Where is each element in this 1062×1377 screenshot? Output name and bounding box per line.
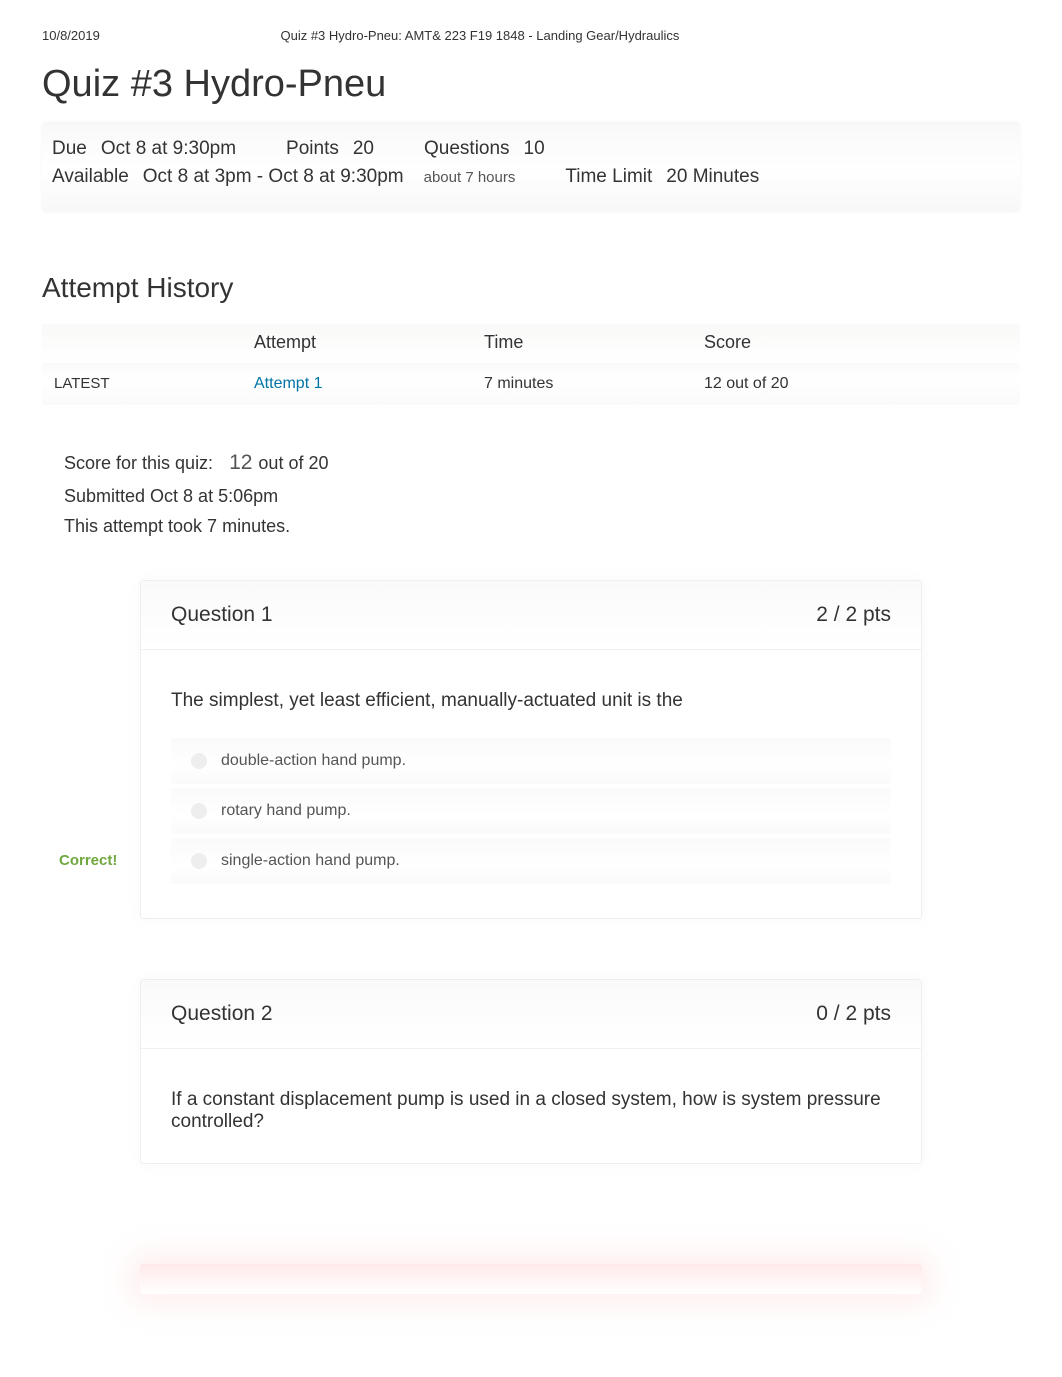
attempt-time: 7 minutes bbox=[484, 375, 704, 393]
submitted-line: Submitted Oct 8 at 5:06pm bbox=[64, 481, 998, 512]
question-card: Question 1 2 / 2 pts The simplest, yet l… bbox=[140, 580, 922, 919]
correct-badge: Correct! bbox=[59, 852, 117, 869]
question-prompt: If a constant displacement pump is used … bbox=[171, 1089, 891, 1133]
document-title: Quiz #3 Hydro-Pneu: AMT& 223 F19 1848 - … bbox=[20, 28, 940, 43]
meta-timelimit: Time Limit 20 Minutes bbox=[565, 166, 759, 188]
meta-questions: Questions 10 bbox=[424, 138, 545, 160]
quiz-meta-panel: Due Oct 8 at 9:30pm Points 20 Questions … bbox=[42, 122, 1020, 212]
question-title: Question 1 bbox=[171, 603, 273, 627]
blurred-preview-area bbox=[140, 1264, 922, 1294]
meta-questions-value: 10 bbox=[524, 138, 545, 160]
page-header: 10/8/2019 Quiz #3 Hydro-Pneu: AMT& 223 F… bbox=[0, 0, 1062, 51]
attempt-history-title: Attempt History bbox=[0, 212, 1062, 324]
answer-text: single-action hand pump. bbox=[221, 852, 400, 870]
duration-line: This attempt took 7 minutes. bbox=[64, 511, 998, 542]
attempt-link[interactable]: Attempt 1 bbox=[254, 375, 322, 392]
meta-timelimit-value: 20 Minutes bbox=[666, 166, 759, 188]
score-label: Score for this quiz: bbox=[64, 448, 213, 479]
meta-points: Points 20 bbox=[286, 138, 374, 160]
answer-option: double-action hand pump. bbox=[171, 738, 891, 784]
question-points: 0 / 2 pts bbox=[816, 1002, 891, 1026]
meta-available-label: Available bbox=[52, 166, 129, 188]
meta-available-note: about 7 hours bbox=[424, 169, 516, 186]
col-time: Time bbox=[484, 332, 704, 353]
score-suffix: out of 20 bbox=[258, 448, 328, 479]
meta-due: Due Oct 8 at 9:30pm bbox=[52, 138, 236, 160]
question-points: 2 / 2 pts bbox=[816, 603, 891, 627]
answer-option: Correct! single-action hand pump. bbox=[171, 838, 891, 884]
summary-block: Score for this quiz: 12 out of 20 Submit… bbox=[0, 405, 1062, 562]
col-attempt: Attempt bbox=[254, 332, 484, 353]
answer-option: rotary hand pump. bbox=[171, 788, 891, 834]
meta-points-value: 20 bbox=[353, 138, 374, 160]
attempt-score: 12 out of 20 bbox=[704, 375, 1008, 393]
meta-available: Available Oct 8 at 3pm - Oct 8 at 9:30pm bbox=[52, 166, 404, 188]
quiz-title: Quiz #3 Hydro-Pneu bbox=[0, 51, 1062, 122]
answer-text: rotary hand pump. bbox=[221, 802, 351, 820]
meta-available-value: Oct 8 at 3pm - Oct 8 at 9:30pm bbox=[143, 166, 404, 188]
answer-text: double-action hand pump. bbox=[221, 752, 406, 770]
radio-icon bbox=[191, 753, 207, 769]
score-value: 12 bbox=[229, 445, 252, 481]
meta-points-label: Points bbox=[286, 138, 339, 160]
table-header-row: Attempt Time Score bbox=[42, 324, 1020, 361]
question-prompt: The simplest, yet least efficient, manua… bbox=[171, 690, 891, 712]
attempt-history-table: Attempt Time Score LATEST Attempt 1 7 mi… bbox=[42, 324, 1020, 405]
radio-icon bbox=[191, 803, 207, 819]
radio-icon bbox=[191, 853, 207, 869]
meta-due-value: Oct 8 at 9:30pm bbox=[101, 138, 236, 160]
col-score: Score bbox=[704, 332, 1008, 353]
meta-timelimit-label: Time Limit bbox=[565, 166, 652, 188]
table-row: LATEST Attempt 1 7 minutes 12 out of 20 bbox=[42, 363, 1020, 405]
question-card: Question 2 0 / 2 pts If a constant displ… bbox=[140, 979, 922, 1164]
answer-list: double-action hand pump. rotary hand pum… bbox=[171, 738, 891, 884]
meta-due-label: Due bbox=[52, 138, 87, 160]
question-title: Question 2 bbox=[171, 1002, 273, 1026]
meta-questions-label: Questions bbox=[424, 138, 510, 160]
latest-badge: LATEST bbox=[54, 375, 254, 393]
